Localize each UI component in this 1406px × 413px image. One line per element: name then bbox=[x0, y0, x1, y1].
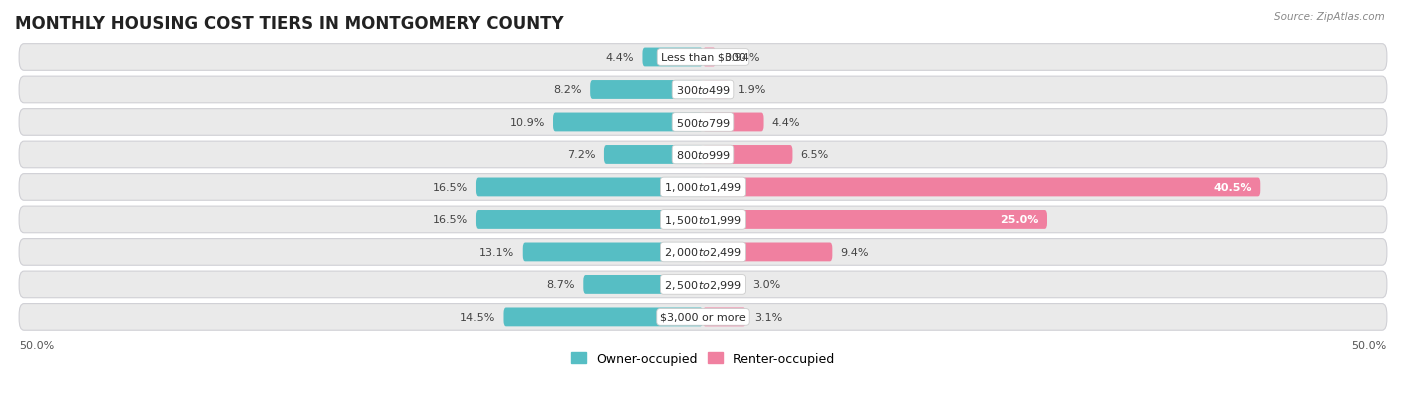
Text: $500 to $799: $500 to $799 bbox=[675, 117, 731, 129]
Text: Source: ZipAtlas.com: Source: ZipAtlas.com bbox=[1274, 12, 1385, 22]
Text: $300 to $499: $300 to $499 bbox=[675, 84, 731, 96]
Text: MONTHLY HOUSING COST TIERS IN MONTGOMERY COUNTY: MONTHLY HOUSING COST TIERS IN MONTGOMERY… bbox=[15, 15, 564, 33]
Text: $3,000 or more: $3,000 or more bbox=[661, 312, 745, 322]
Text: 4.4%: 4.4% bbox=[606, 53, 634, 63]
Text: 14.5%: 14.5% bbox=[460, 312, 495, 322]
Text: $800 to $999: $800 to $999 bbox=[675, 149, 731, 161]
FancyBboxPatch shape bbox=[20, 109, 1386, 136]
FancyBboxPatch shape bbox=[523, 243, 703, 262]
FancyBboxPatch shape bbox=[703, 308, 745, 327]
FancyBboxPatch shape bbox=[643, 48, 703, 67]
FancyBboxPatch shape bbox=[703, 146, 793, 164]
Text: $1,000 to $1,499: $1,000 to $1,499 bbox=[664, 181, 742, 194]
Text: 16.5%: 16.5% bbox=[433, 215, 468, 225]
FancyBboxPatch shape bbox=[477, 211, 703, 229]
Text: 16.5%: 16.5% bbox=[433, 183, 468, 192]
FancyBboxPatch shape bbox=[583, 275, 703, 294]
FancyBboxPatch shape bbox=[20, 304, 1386, 330]
FancyBboxPatch shape bbox=[20, 77, 1386, 104]
Text: 7.2%: 7.2% bbox=[567, 150, 596, 160]
FancyBboxPatch shape bbox=[20, 271, 1386, 298]
FancyBboxPatch shape bbox=[703, 243, 832, 262]
FancyBboxPatch shape bbox=[477, 178, 703, 197]
Text: 0.94%: 0.94% bbox=[724, 53, 759, 63]
Text: 1.9%: 1.9% bbox=[737, 85, 766, 95]
FancyBboxPatch shape bbox=[703, 275, 744, 294]
Text: $2,000 to $2,499: $2,000 to $2,499 bbox=[664, 246, 742, 259]
Text: 4.4%: 4.4% bbox=[772, 118, 800, 128]
FancyBboxPatch shape bbox=[591, 81, 703, 100]
FancyBboxPatch shape bbox=[20, 206, 1386, 233]
FancyBboxPatch shape bbox=[703, 48, 716, 67]
Text: 8.7%: 8.7% bbox=[547, 280, 575, 290]
FancyBboxPatch shape bbox=[553, 113, 703, 132]
Text: $1,500 to $1,999: $1,500 to $1,999 bbox=[664, 214, 742, 226]
FancyBboxPatch shape bbox=[503, 308, 703, 327]
Text: Less than $300: Less than $300 bbox=[661, 53, 745, 63]
Text: $2,500 to $2,999: $2,500 to $2,999 bbox=[664, 278, 742, 291]
Text: 3.1%: 3.1% bbox=[754, 312, 782, 322]
Text: 25.0%: 25.0% bbox=[1001, 215, 1039, 225]
FancyBboxPatch shape bbox=[20, 174, 1386, 201]
FancyBboxPatch shape bbox=[20, 239, 1386, 266]
FancyBboxPatch shape bbox=[703, 113, 763, 132]
FancyBboxPatch shape bbox=[20, 45, 1386, 71]
Text: 8.2%: 8.2% bbox=[554, 85, 582, 95]
Text: 6.5%: 6.5% bbox=[800, 150, 830, 160]
Text: 10.9%: 10.9% bbox=[509, 118, 544, 128]
Text: 40.5%: 40.5% bbox=[1213, 183, 1251, 192]
FancyBboxPatch shape bbox=[703, 81, 730, 100]
FancyBboxPatch shape bbox=[20, 142, 1386, 169]
Text: 9.4%: 9.4% bbox=[841, 247, 869, 257]
Text: 3.0%: 3.0% bbox=[752, 280, 780, 290]
FancyBboxPatch shape bbox=[703, 211, 1047, 229]
Text: 50.0%: 50.0% bbox=[1351, 340, 1386, 350]
FancyBboxPatch shape bbox=[703, 178, 1260, 197]
Text: 50.0%: 50.0% bbox=[20, 340, 55, 350]
Legend: Owner-occupied, Renter-occupied: Owner-occupied, Renter-occupied bbox=[567, 347, 839, 370]
FancyBboxPatch shape bbox=[605, 146, 703, 164]
Text: 13.1%: 13.1% bbox=[479, 247, 515, 257]
